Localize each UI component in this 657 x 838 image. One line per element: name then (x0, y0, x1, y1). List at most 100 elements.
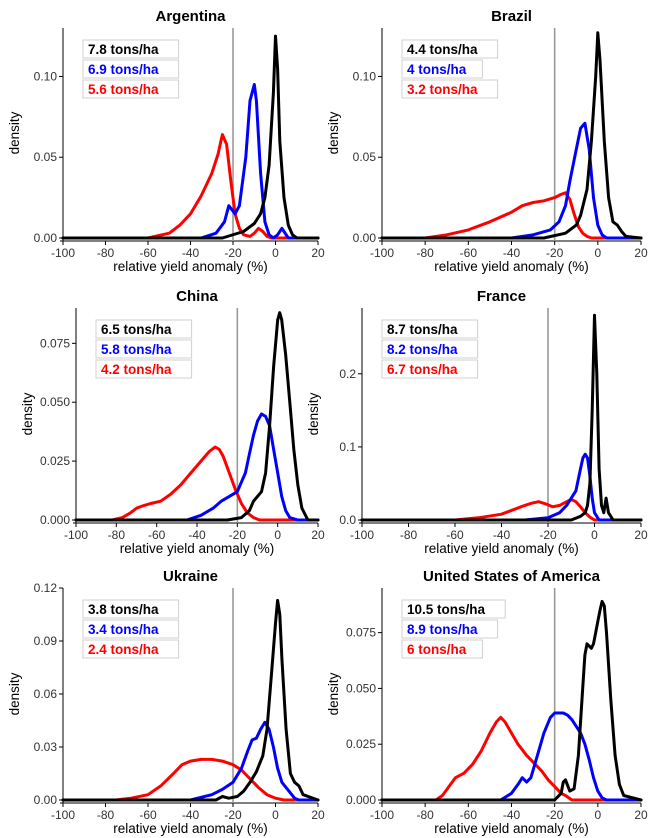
y-tick-label: 0.0 (339, 513, 356, 527)
y-axis-label: density (7, 672, 22, 715)
x-tick-label: -80 (400, 528, 418, 542)
legend-box (82, 59, 180, 79)
x-axis-label: relative yield anomaly (%) (113, 259, 268, 274)
legend-label: 3.2 tons/ha (407, 82, 478, 97)
y-axis-label: density (306, 392, 321, 435)
y-tick-label: 0.09 (34, 634, 58, 648)
chart-title: China (176, 288, 218, 305)
legend-box (95, 319, 193, 339)
y-tick-label: 0.025 (40, 454, 70, 468)
density-curve (61, 133, 320, 240)
density-curve (61, 757, 320, 802)
density-curve (74, 311, 320, 522)
x-tick-label: -60 (139, 808, 157, 822)
x-tick-label: 0 (274, 528, 281, 542)
density-curve (61, 83, 320, 240)
density-curve (380, 711, 643, 802)
legend-box (381, 339, 479, 359)
legend-box (401, 599, 506, 619)
chart-panel: Brazil -100 -80 -60 -40 -20 0 20 0.00 0.05 0.10 rel… (326, 8, 648, 274)
y-tick-label: 0.05 (34, 150, 58, 164)
x-tick-label: -80 (108, 528, 126, 542)
x-axis-label: relative yield anomaly (%) (434, 259, 589, 274)
density-curve (380, 715, 643, 802)
density-curve (380, 191, 643, 240)
x-axis-label: relative yield anomaly (%) (120, 541, 275, 556)
y-axis-label: density (7, 111, 22, 154)
density-curve (61, 598, 320, 802)
x-tick-label: -100 (51, 808, 75, 822)
density-curve (61, 34, 320, 240)
chart-panel: France -100 -80 -60 -40 -20 0 20 0.0 0.1 0.2 relati… (306, 288, 648, 556)
x-tick-label: -80 (97, 246, 115, 260)
chart-panel: United States of America -100 -80 -60 -40 -20… (326, 568, 648, 836)
density-curve (74, 412, 320, 522)
x-tick-label: -60 (139, 246, 157, 260)
y-tick-label: 0.05 (353, 150, 377, 164)
x-tick-label: -100 (370, 246, 394, 260)
x-tick-label: -20 (546, 808, 564, 822)
x-tick-label: -40 (182, 808, 200, 822)
x-tick-label: 20 (311, 246, 325, 260)
x-tick-label: -20 (224, 246, 242, 260)
x-tick-label: 20 (634, 528, 648, 542)
chart-title: France (477, 288, 526, 305)
x-tick-label: -40 (503, 246, 521, 260)
x-tick-label: -40 (493, 528, 511, 542)
legend-label: 3.4 tons/ha (88, 622, 159, 637)
legend-label: 6.7 tons/ha (387, 362, 458, 377)
legend-box (381, 359, 479, 379)
x-tick-label: 20 (634, 808, 648, 822)
x-tick-label: -60 (446, 528, 464, 542)
x-tick-label: -40 (182, 246, 200, 260)
legend-box (82, 79, 180, 99)
y-tick-label: 0.1 (339, 440, 356, 454)
legend-label: 5.8 tons/ha (101, 342, 172, 357)
legend-box (82, 599, 180, 619)
x-tick-label: -60 (148, 528, 166, 542)
x-tick-label: 20 (311, 528, 325, 542)
y-tick-label: 0.10 (34, 69, 58, 83)
y-axis-label: density (326, 111, 341, 154)
legend-label: 6 tons/ha (407, 642, 467, 657)
x-tick-label: 20 (634, 246, 648, 260)
y-tick-label: 0.075 (40, 336, 70, 350)
legend-label: 10.5 tons/ha (407, 602, 486, 617)
legend-box (401, 619, 499, 639)
x-tick-label: 20 (311, 808, 325, 822)
chart-title: Argentina (155, 8, 226, 25)
y-tick-label: 0.050 (346, 681, 376, 695)
density-curve (360, 452, 643, 522)
y-tick-label: 0.06 (34, 687, 58, 701)
legend-box (82, 639, 180, 659)
x-tick-label: -80 (97, 808, 115, 822)
x-tick-label: 0 (591, 528, 598, 542)
legend-label: 4.2 tons/ha (101, 362, 172, 377)
legend-label: 5.6 tons/ha (88, 82, 159, 97)
legend-box (401, 639, 483, 659)
x-tick-label: 0 (594, 246, 601, 260)
y-tick-label: 0.00 (34, 231, 58, 245)
legend-box (82, 39, 180, 59)
x-tick-label: 0 (272, 246, 279, 260)
y-tick-label: 0.10 (353, 69, 377, 83)
x-tick-label: -20 (224, 808, 242, 822)
x-tick-label: -20 (539, 528, 557, 542)
legend-box (95, 359, 193, 379)
x-tick-label: -100 (370, 808, 394, 822)
x-tick-label: -60 (460, 808, 478, 822)
chart-title: United States of America (423, 568, 601, 585)
x-tick-label: -100 (350, 528, 374, 542)
chart-title: Brazil (491, 8, 532, 25)
y-tick-label: 0.000 (346, 793, 376, 807)
x-tick-label: -40 (188, 528, 206, 542)
chart-panel: Argentina -100 -80 -60 -40 -20 0 20 0.00 0.05 0.10… (7, 8, 325, 274)
x-tick-label: 0 (594, 808, 601, 822)
legend-box (401, 59, 483, 79)
x-tick-label: -60 (460, 246, 478, 260)
density-curve (360, 498, 643, 522)
density-curve (74, 445, 320, 522)
x-axis-label: relative yield anomaly (%) (434, 821, 589, 836)
density-curve (380, 121, 643, 240)
